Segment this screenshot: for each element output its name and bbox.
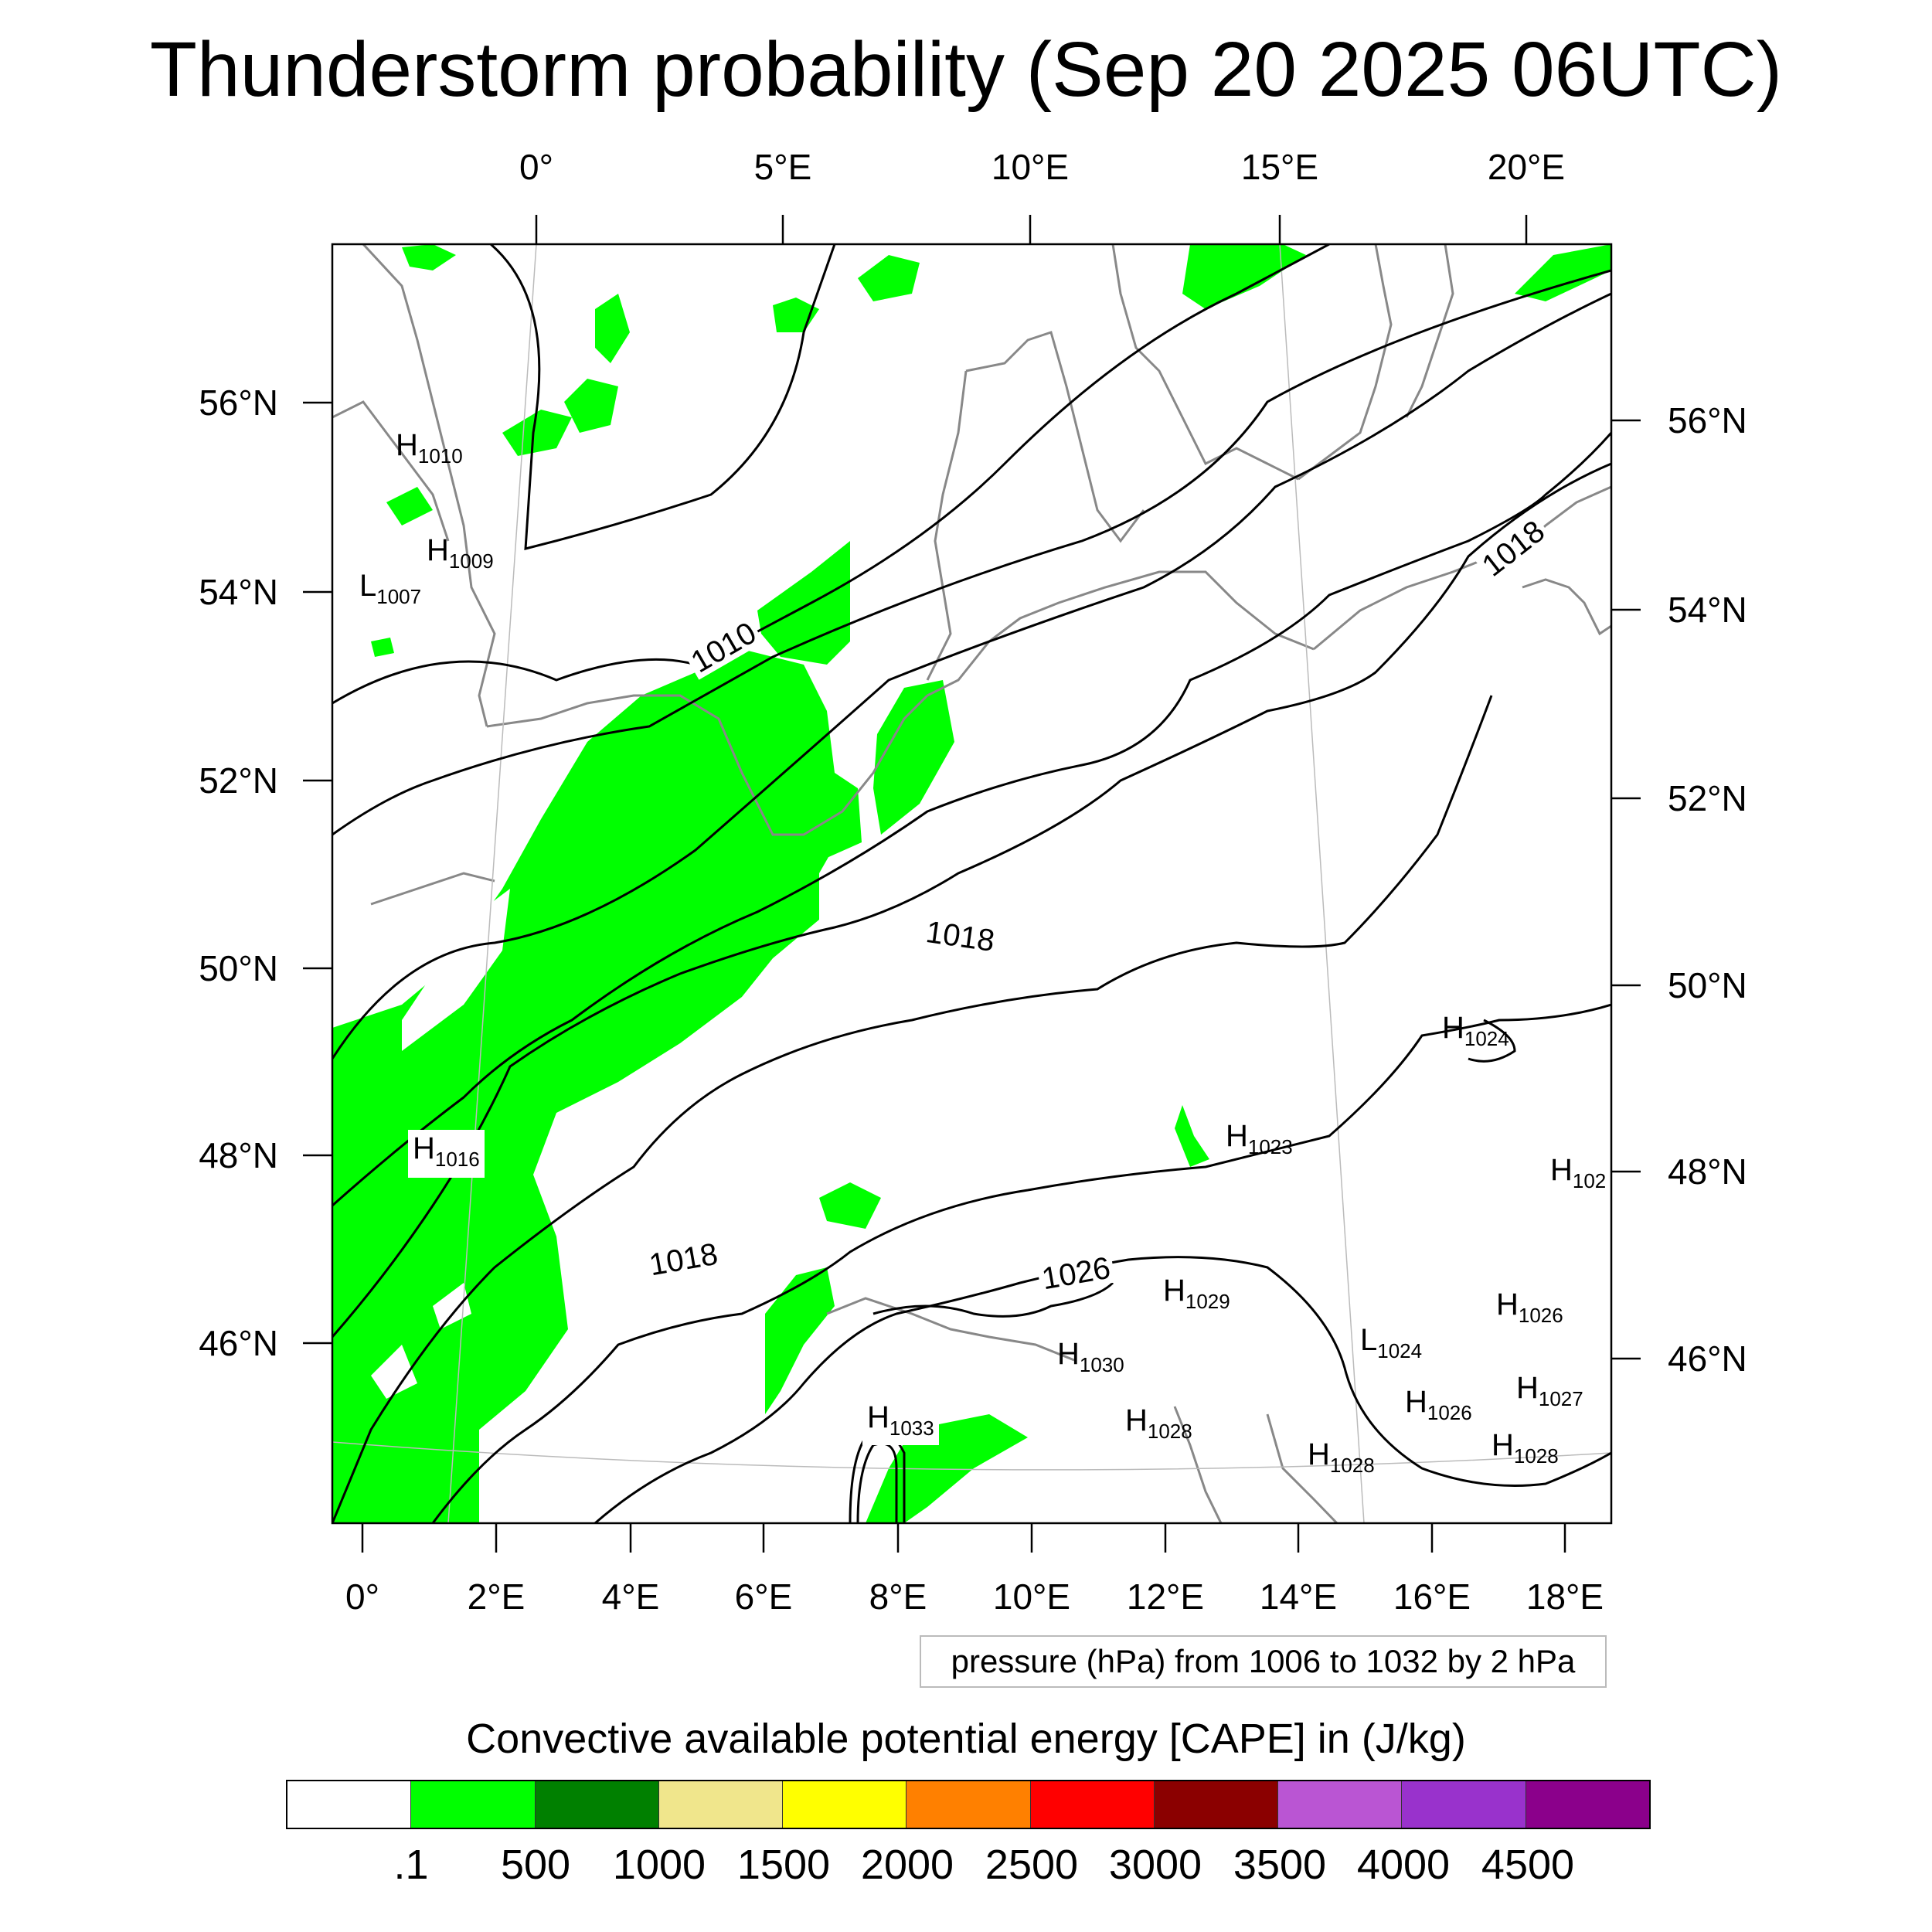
colorbar-tick-label: 1000 (612, 1842, 706, 1888)
lat-label-left: 52°N (199, 760, 278, 801)
colorbar-tick-label: 2500 (985, 1842, 1079, 1888)
colorbar-swatch (1402, 1781, 1526, 1828)
colorbar-swatch (535, 1781, 659, 1828)
pressure-center-label: H1028 (1125, 1403, 1192, 1443)
colorbar-tick-label: 4500 (1481, 1842, 1575, 1888)
lat-label-right: 50°N (1668, 965, 1747, 1005)
lon-label-bottom: 12°E (1126, 1577, 1205, 1617)
lat-label-right: 48°N (1668, 1151, 1747, 1192)
colorbar-title: Convective available potential energy [C… (466, 1716, 1466, 1762)
lon-label-top: 10°E (991, 147, 1070, 187)
lat-label-right: 56°N (1668, 400, 1747, 440)
colorbar-tick-label: .1 (393, 1842, 429, 1888)
colorbar-tick-label: 500 (500, 1842, 571, 1888)
colorbar-swatch (1278, 1781, 1403, 1828)
lat-label-left: 46°N (199, 1323, 278, 1363)
lat-label-right: 46°N (1668, 1338, 1747, 1379)
lat-label-right: 54°N (1668, 590, 1747, 630)
colorbar-tick-label: 3000 (1108, 1842, 1202, 1888)
pressure-center-label: H1016 (408, 1130, 485, 1178)
lat-label-left: 54°N (199, 572, 278, 612)
lon-label-bottom: 10°E (992, 1577, 1071, 1617)
colorbar-tick-label: 2000 (860, 1842, 954, 1888)
pressure-center-label: H102 (1550, 1153, 1607, 1192)
tick-marks (303, 215, 1641, 1553)
pressure-center-label: H1010 (396, 428, 463, 468)
colorbar-swatch (1154, 1781, 1279, 1828)
pressure-center-label: H1033 (862, 1400, 939, 1445)
graticule (332, 244, 1611, 1523)
lon-label-bottom: 0° (345, 1577, 379, 1617)
lat-label-right: 52°N (1668, 778, 1747, 818)
colorbar-swatch (287, 1781, 412, 1828)
colorbar-swatch (906, 1781, 1031, 1828)
colorbar-swatch (783, 1781, 907, 1828)
lon-label-top: 20°E (1487, 147, 1566, 187)
colorbar (286, 1780, 1651, 1829)
colorbar-tick-label: 3500 (1233, 1842, 1327, 1888)
pressure-center-label: H1024 (1442, 1011, 1509, 1050)
lon-label-bottom: 2°E (467, 1577, 526, 1617)
contour-info-box: pressure (hPa) from 1006 to 1032 by 2 hP… (920, 1635, 1607, 1688)
lon-label-top: 15°E (1240, 147, 1319, 187)
pressure-center-label: H1028 (1492, 1428, 1559, 1468)
plot-frame (331, 243, 1613, 1525)
colorbar-swatch (658, 1781, 784, 1828)
colorbar-tick-label: 4000 (1356, 1842, 1451, 1888)
lat-label-left: 56°N (199, 383, 278, 423)
lat-label-left: 50°N (199, 948, 278, 988)
pressure-center-label: H1030 (1057, 1337, 1124, 1376)
map-title: Thunderstorm probability (Sep 20 2025 06… (149, 26, 1783, 113)
lon-label-bottom: 14°E (1259, 1577, 1338, 1617)
lon-label-bottom: 8°E (869, 1577, 927, 1617)
pressure-center-label: H1009 (427, 533, 494, 573)
colorbar-tick-label: 1500 (736, 1842, 831, 1888)
isobars (332, 244, 1611, 1523)
colorbar-swatch (1030, 1781, 1155, 1828)
lat-label-left: 48°N (199, 1135, 278, 1175)
lon-label-bottom: 4°E (601, 1577, 660, 1617)
pressure-center-label: H1026 (1496, 1287, 1563, 1327)
pressure-center-label: H1026 (1405, 1385, 1472, 1424)
pressure-center-label: H1029 (1163, 1274, 1230, 1313)
pressure-center-label: H1028 (1308, 1437, 1375, 1477)
pressure-center-label: L1007 (359, 569, 422, 608)
pressure-center-label: L1024 (1360, 1323, 1423, 1362)
pressure-center-label: H1027 (1516, 1371, 1583, 1410)
pressure-center-label: H1023 (1226, 1119, 1293, 1158)
colorbar-swatch (411, 1781, 536, 1828)
lon-label-bottom: 16°E (1393, 1577, 1471, 1617)
lon-label-bottom: 18°E (1526, 1577, 1604, 1617)
colorbar-swatch (1526, 1781, 1649, 1828)
lon-label-top: 0° (519, 147, 553, 187)
lon-label-bottom: 6°E (734, 1577, 793, 1617)
lon-label-top: 5°E (753, 147, 812, 187)
